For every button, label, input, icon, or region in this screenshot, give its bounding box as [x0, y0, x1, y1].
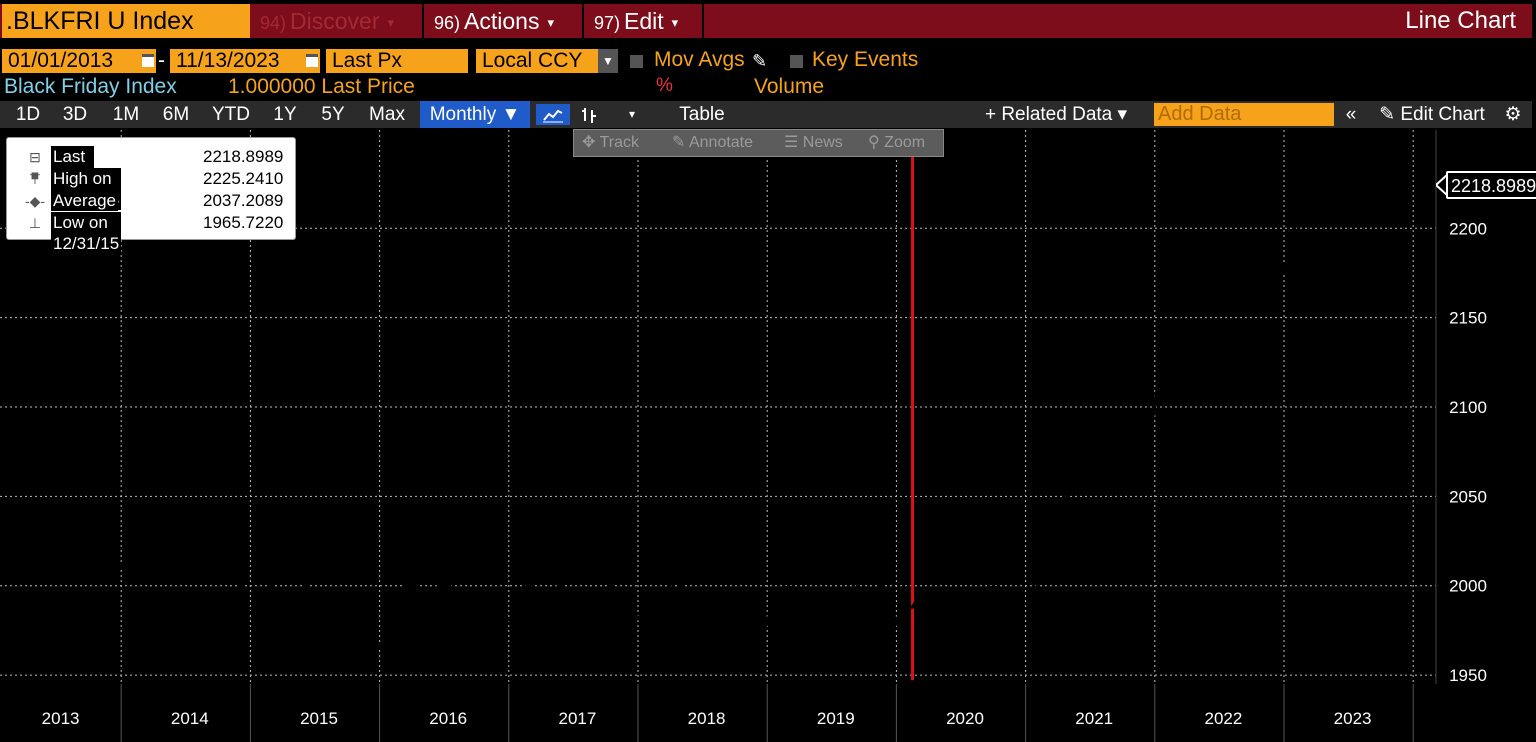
y-tick-label: 2100	[1449, 398, 1487, 417]
series-line-last-price	[0, 182, 1398, 649]
x-tick-label: 2023	[1334, 709, 1372, 728]
volume-label: Volume	[754, 75, 825, 98]
menu-number: 97)	[594, 13, 621, 33]
track-label: Track	[599, 134, 639, 151]
high-marker-icon: ⊤	[28, 171, 42, 187]
average-marker-icon: -◆-	[25, 193, 46, 209]
chevron-down-icon: ▾	[387, 14, 395, 30]
price-tag-pointer	[1436, 174, 1448, 196]
legend-value: 2225.2410	[203, 169, 284, 188]
edit-chart-label: Edit Chart	[1400, 104, 1485, 125]
x-tick-label: 2016	[429, 709, 467, 728]
ticker-field[interactable]: .BLKFRI U Index	[2, 4, 250, 38]
security-name: Black Friday Index	[4, 75, 177, 98]
track-tool[interactable]: ✥ Track	[582, 134, 639, 151]
calendar-icon[interactable]	[306, 54, 318, 67]
legend-label: Average	[51, 190, 119, 211]
percent-label: %	[656, 75, 673, 96]
period-1y[interactable]: 1Y	[273, 104, 297, 125]
legend-value: 1965.7220	[203, 213, 284, 232]
currency-value: Local CCY	[482, 49, 583, 72]
y-tick-label: 2050	[1449, 487, 1487, 506]
menu-label: Discover	[290, 8, 380, 34]
add-data-input[interactable]: Add Data	[1154, 103, 1334, 126]
x-tick-label: 2019	[817, 709, 855, 728]
x-tick-label: 2021	[1075, 709, 1113, 728]
key-events-label: Key Events	[812, 48, 919, 71]
y-tick-label: 2000	[1449, 577, 1487, 596]
related-data-button[interactable]: + Related Data ▾	[984, 104, 1128, 125]
edit-menu[interactable]: 97) Edit ▾	[586, 4, 704, 38]
pencil-icon[interactable]: ✎	[752, 51, 768, 71]
x-tick-label: 2015	[300, 709, 338, 728]
news-tool[interactable]: ☰ News	[784, 134, 843, 151]
discover-menu[interactable]: 94) Discover ▾	[252, 4, 424, 38]
gear-icon[interactable]: ⚙	[1504, 104, 1522, 125]
edit-chart-button[interactable]: ✎ Edit Chart	[1372, 101, 1492, 128]
news-label: News	[802, 134, 843, 151]
x-axis-band	[0, 684, 1536, 742]
period-1m[interactable]: 1M	[112, 104, 140, 125]
start-date-value: 01/01/2013	[8, 49, 114, 72]
end-date-field[interactable]: 11/13/2023	[170, 49, 320, 73]
legend-label: Low on 12/31/15	[51, 212, 122, 254]
legend-value: 2037.2089	[203, 191, 284, 210]
chevron-down-icon: ▾	[671, 14, 679, 30]
y-tick-label: 1950	[1449, 666, 1487, 685]
line-chart[interactable]: 1950 2000 2050 2100 2150 2200 2013 2014 2015 201…	[0, 130, 1536, 742]
x-tick-label: 2013	[42, 709, 80, 728]
zoom-tool[interactable]: ⚲ Zoom	[868, 134, 926, 151]
menu-number: 96)	[434, 13, 461, 33]
frequency-select[interactable]: Monthly ▼	[420, 101, 530, 128]
x-tick-label: 2020	[946, 709, 984, 728]
dropdown-arrow-icon[interactable]: ▼	[598, 49, 618, 73]
date-separator: -	[158, 49, 165, 72]
series-swatch-icon: ⊟ ■	[29, 149, 41, 183]
annotate-tool[interactable]: ✎ Annotate	[672, 134, 754, 151]
ohlc-bars-icon[interactable]	[574, 101, 604, 128]
chevron-down-icon: ▾	[547, 14, 554, 30]
actions-menu[interactable]: 96) Actions ▾	[426, 4, 584, 38]
period-3d[interactable]: 3D	[62, 104, 88, 125]
menu-label: Edit	[624, 8, 664, 34]
menu-label: Actions	[464, 8, 540, 34]
mov-avgs-checkbox[interactable]	[630, 55, 643, 68]
zoom-label: Zoom	[884, 134, 926, 151]
collapse-icon[interactable]: «	[1345, 104, 1357, 125]
key-events-checkbox[interactable]	[790, 55, 803, 68]
x-tick-label: 2018	[688, 709, 726, 728]
period-1d[interactable]: 1D	[15, 104, 41, 125]
end-date-value: 11/13/2023	[176, 49, 280, 72]
period-6m[interactable]: 6M	[162, 104, 190, 125]
table-button[interactable]: Table	[679, 104, 725, 125]
annotate-label: Annotate	[688, 134, 754, 151]
chart-hover-toolbar: ✥ Track ✎ Annotate ☰ News ⚲ Zoom	[573, 129, 944, 157]
y-tick-label: 2150	[1449, 309, 1487, 328]
y-tick-label: 2200	[1449, 219, 1487, 238]
price-field-select[interactable]: Last Px	[326, 49, 468, 73]
last-price-tag: 2218.8989	[1446, 171, 1536, 199]
period-ytd[interactable]: YTD	[212, 104, 250, 125]
chevron-down-icon[interactable]: ▾	[628, 107, 636, 121]
currency-select[interactable]: Local CCY ▼	[476, 49, 618, 73]
period-5y[interactable]: 5Y	[321, 104, 345, 125]
line-chart-icon[interactable]	[536, 104, 570, 125]
start-date-field[interactable]: 01/01/2013	[2, 49, 156, 73]
x-tick-label: 2022	[1204, 709, 1242, 728]
period-max[interactable]: Max	[369, 104, 405, 125]
mov-avgs-label: Mov Avgs	[654, 48, 745, 71]
menu-number: 94)	[260, 13, 287, 33]
legend-value: 2218.8989	[203, 147, 284, 166]
x-tick-label: 2017	[558, 709, 596, 728]
series-legend-label: 1.000000 Last Price	[228, 75, 415, 98]
chart-type-label: Line Chart	[1405, 7, 1516, 34]
low-marker-icon: ⊥	[28, 215, 42, 231]
chart-legend[interactable]: ⊟ ■ Last Price 2218.8989 ⊤ High on 03/31…	[6, 137, 296, 254]
calendar-icon[interactable]	[142, 54, 154, 67]
pencil-icon: ✎	[1379, 104, 1401, 125]
x-tick-label: 2014	[171, 709, 209, 728]
